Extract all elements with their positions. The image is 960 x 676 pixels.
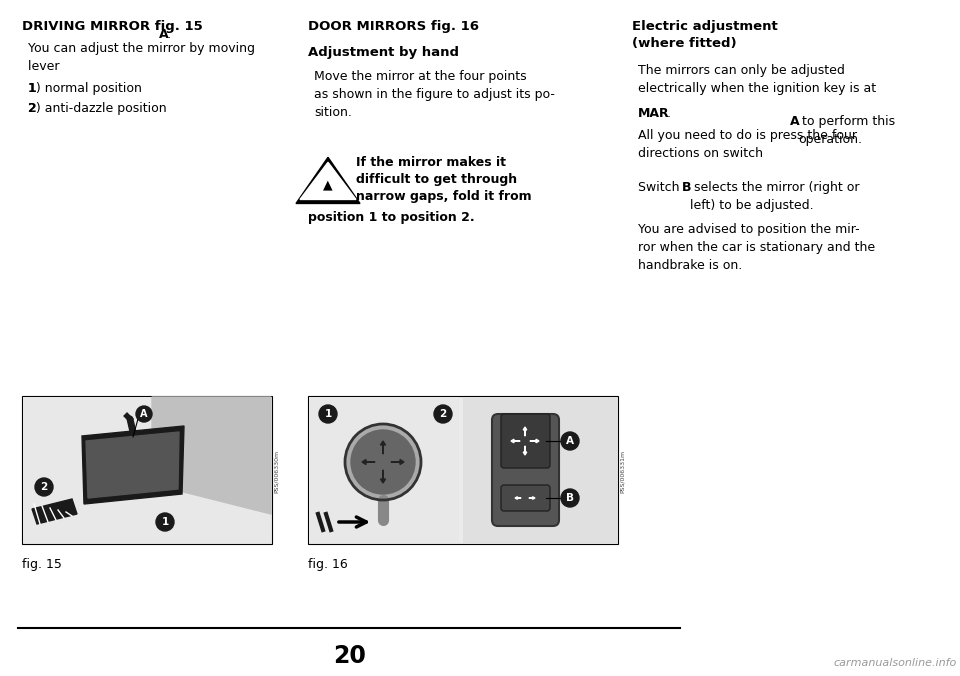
Polygon shape xyxy=(300,162,356,199)
Text: The mirrors can only be adjusted
electrically when the ignition key is at: The mirrors can only be adjusted electri… xyxy=(638,64,876,95)
Polygon shape xyxy=(296,158,360,203)
Circle shape xyxy=(561,489,579,507)
FancyArrow shape xyxy=(362,460,375,464)
Polygon shape xyxy=(32,499,77,524)
Bar xyxy=(309,397,459,543)
Text: .: . xyxy=(667,107,671,120)
Polygon shape xyxy=(152,397,271,514)
FancyArrow shape xyxy=(523,427,527,436)
Circle shape xyxy=(351,430,415,494)
Text: fig. 16: fig. 16 xyxy=(308,558,348,571)
Circle shape xyxy=(156,513,174,531)
Circle shape xyxy=(136,406,152,422)
Text: Move the mirror at the four points
as shown in the figure to adjust its po-
siti: Move the mirror at the four points as sh… xyxy=(314,70,555,119)
FancyArrow shape xyxy=(380,470,386,483)
Polygon shape xyxy=(86,432,179,498)
Text: B: B xyxy=(566,493,574,503)
Bar xyxy=(23,397,271,543)
Text: 2: 2 xyxy=(28,102,36,115)
Text: 1: 1 xyxy=(161,517,169,527)
Text: DRIVING MIRROR fig. 15: DRIVING MIRROR fig. 15 xyxy=(22,20,203,33)
Text: You are advised to position the mir-
ror when the car is stationary and the
hand: You are advised to position the mir- ror… xyxy=(638,223,876,272)
Text: A: A xyxy=(790,115,800,128)
Text: selects the mirror (right or
left) to be adjusted.: selects the mirror (right or left) to be… xyxy=(690,181,859,212)
Text: PSS/006330m: PSS/006330m xyxy=(274,450,279,493)
Bar xyxy=(308,396,618,544)
Text: A: A xyxy=(140,409,148,419)
Text: Electric adjustment: Electric adjustment xyxy=(632,20,778,33)
Text: ▲: ▲ xyxy=(324,178,333,191)
Text: You can adjust the mirror by moving
lever: You can adjust the mirror by moving leve… xyxy=(28,42,255,73)
Text: :: : xyxy=(167,28,171,41)
Text: to perform this
operation.: to perform this operation. xyxy=(798,115,895,146)
FancyBboxPatch shape xyxy=(492,414,559,526)
FancyArrow shape xyxy=(523,446,527,455)
Circle shape xyxy=(561,432,579,450)
Circle shape xyxy=(434,405,452,423)
Bar xyxy=(22,396,272,544)
Text: position 1 to position 2.: position 1 to position 2. xyxy=(308,211,474,224)
Text: 2: 2 xyxy=(440,409,446,419)
Text: All you need to do is press the four
directions on switch: All you need to do is press the four dir… xyxy=(638,129,857,160)
Text: 20: 20 xyxy=(333,644,367,668)
Bar xyxy=(463,397,617,543)
Text: A: A xyxy=(159,28,169,41)
Text: 2) anti-dazzle position: 2) anti-dazzle position xyxy=(28,102,167,115)
Text: 1: 1 xyxy=(324,409,331,419)
Text: carmanualsonline.info: carmanualsonline.info xyxy=(833,658,957,668)
Circle shape xyxy=(345,424,421,500)
FancyBboxPatch shape xyxy=(501,485,550,511)
Text: Switch: Switch xyxy=(638,181,684,194)
Text: If the mirror makes it
difficult to get through
narrow gaps, fold it from: If the mirror makes it difficult to get … xyxy=(356,156,532,203)
Text: (where fitted): (where fitted) xyxy=(632,37,736,50)
FancyArrow shape xyxy=(529,497,535,500)
Text: A: A xyxy=(566,436,574,446)
FancyArrow shape xyxy=(391,460,404,464)
FancyArrow shape xyxy=(515,497,521,500)
Text: PSS/006331m: PSS/006331m xyxy=(620,450,625,493)
Text: fig. 15: fig. 15 xyxy=(22,558,61,571)
Text: DOOR MIRRORS fig. 16: DOOR MIRRORS fig. 16 xyxy=(308,20,479,33)
FancyArrow shape xyxy=(380,441,386,454)
Text: Adjustment by hand: Adjustment by hand xyxy=(308,46,459,59)
Text: MAR: MAR xyxy=(638,107,670,120)
Text: 1) normal position: 1) normal position xyxy=(28,82,142,95)
Polygon shape xyxy=(82,426,184,504)
Circle shape xyxy=(319,405,337,423)
FancyArrow shape xyxy=(511,439,520,443)
Text: 2: 2 xyxy=(40,482,48,492)
Circle shape xyxy=(35,478,53,496)
FancyBboxPatch shape xyxy=(501,414,550,468)
Text: 1: 1 xyxy=(28,82,36,95)
Text: B: B xyxy=(682,181,691,194)
FancyArrow shape xyxy=(530,439,539,443)
